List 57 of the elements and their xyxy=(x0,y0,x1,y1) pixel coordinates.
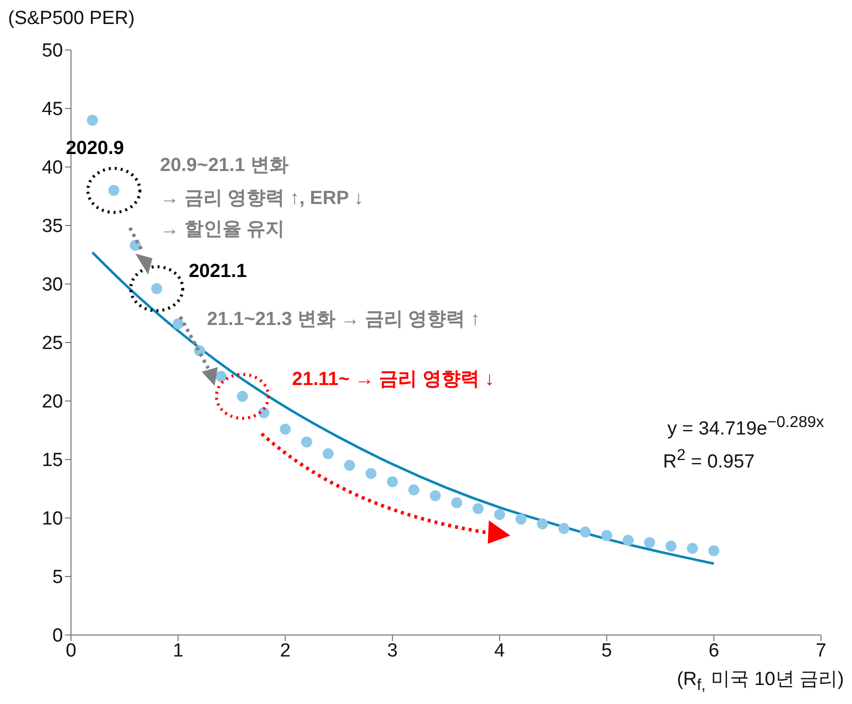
y-tick-label: 30 xyxy=(42,274,63,296)
y-tick-label: 40 xyxy=(42,158,63,179)
point xyxy=(644,537,656,548)
annotation: y = 34.719e$^{−0.289x}$ xyxy=(667,413,824,440)
point xyxy=(580,526,591,538)
point xyxy=(172,318,184,330)
y-tick-label: 45 xyxy=(42,99,63,120)
annotation: 2021.1 xyxy=(188,260,247,283)
point xyxy=(366,468,376,480)
y-tick-label: 20 xyxy=(42,392,63,413)
x-tick-label: 6 xyxy=(708,640,720,662)
point xyxy=(236,390,248,402)
point xyxy=(216,370,226,382)
point xyxy=(686,542,698,554)
annotation: 21.1~21.3 변화 → 금리 영향력 ↑ xyxy=(207,309,480,331)
point xyxy=(301,436,312,448)
x-tick-label: 7 xyxy=(816,640,826,662)
y-tick-label: 15 xyxy=(42,450,63,472)
x-tick-label: 0 xyxy=(66,640,76,662)
y-tick-label: 25 xyxy=(42,333,63,354)
point xyxy=(516,514,526,525)
annotation: 20.9~21.1 변화 xyxy=(160,155,288,177)
point xyxy=(494,508,506,520)
y-tick-label: 5 xyxy=(52,567,63,588)
x-axis-title: (R$_{f,}$ 미국 10년 금리) xyxy=(676,668,844,695)
point xyxy=(280,424,291,435)
y-tick-label: 10 xyxy=(42,508,63,530)
point xyxy=(108,184,120,196)
y-tick-label: 0 xyxy=(52,626,63,647)
annotation: → 할인율 유지 xyxy=(160,219,285,241)
point xyxy=(472,503,484,514)
x-tick-label: 3 xyxy=(387,640,398,662)
point xyxy=(344,460,356,471)
point xyxy=(708,545,720,556)
annotation: R$^{2}$ = 0.957 xyxy=(663,446,755,474)
point xyxy=(451,497,462,508)
point xyxy=(666,540,676,552)
point xyxy=(322,448,334,460)
x-tick-label: 5 xyxy=(601,640,612,662)
point xyxy=(151,283,162,294)
y-tick-label: 35 xyxy=(42,216,63,238)
point xyxy=(558,523,570,534)
y-axis-title: (S&P500 PER) xyxy=(8,8,135,30)
x-tick-label: 1 xyxy=(172,640,184,662)
point xyxy=(86,114,98,126)
point xyxy=(430,490,441,502)
point xyxy=(386,476,398,488)
annotation: → 금리 영향력 ↑, ERP ↓ xyxy=(160,188,364,210)
y-tick-label: 50 xyxy=(42,40,63,62)
annotation: 21.11~ → 금리 영향력 ↓ xyxy=(292,369,494,391)
annotation: 2020.9 xyxy=(66,138,124,160)
x-tick-label: 4 xyxy=(494,640,506,662)
point xyxy=(601,530,612,542)
point xyxy=(536,518,548,530)
point xyxy=(408,484,420,496)
point xyxy=(622,534,634,546)
x-tick-label: 2 xyxy=(280,640,291,662)
